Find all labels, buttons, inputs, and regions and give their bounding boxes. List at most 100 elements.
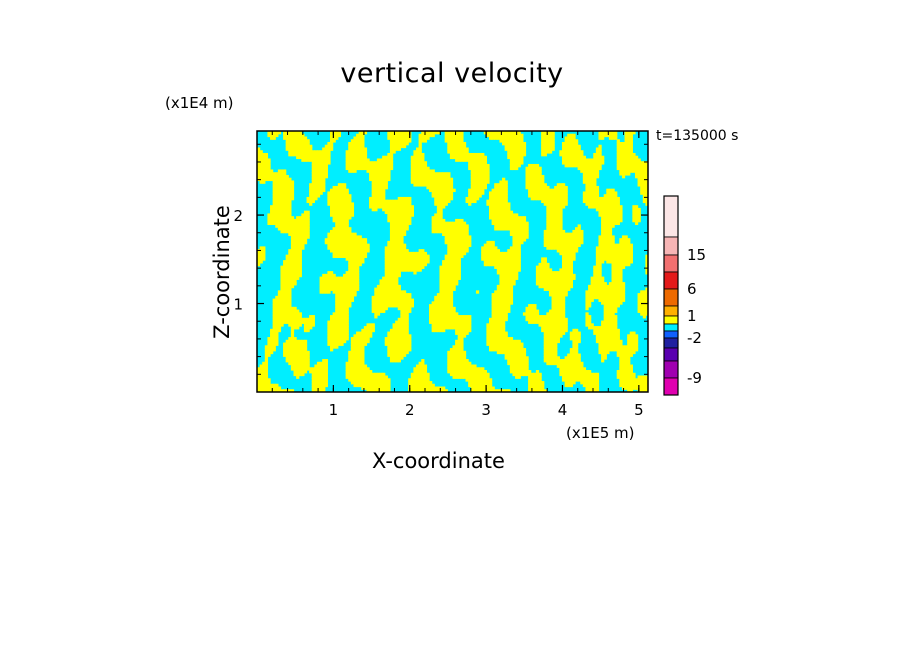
field-cell — [580, 169, 584, 173]
field-cell — [303, 136, 308, 140]
field-cell — [423, 169, 428, 173]
field-cell — [517, 257, 521, 261]
field-cell — [567, 246, 571, 250]
field-cell — [280, 210, 284, 215]
field-cell — [311, 169, 315, 173]
field-cell — [619, 150, 623, 154]
field-cell — [499, 309, 503, 313]
field-cell — [564, 152, 568, 157]
field-cell — [392, 207, 396, 212]
field-cell — [306, 196, 310, 201]
field-cell — [637, 216, 641, 220]
field-cell — [345, 295, 349, 300]
field-cell — [374, 196, 378, 201]
field-cell — [556, 227, 560, 231]
field-cell — [397, 298, 401, 302]
field-cell — [512, 238, 516, 242]
field-cell — [551, 312, 555, 316]
field-cell — [606, 257, 610, 261]
field-cell — [593, 202, 597, 206]
field-cell — [548, 210, 553, 215]
field-cell — [627, 147, 631, 151]
field-cell — [421, 136, 425, 140]
field-cell — [277, 309, 282, 313]
field-cell — [535, 183, 540, 187]
field-cell — [512, 251, 516, 256]
field-cell — [473, 166, 477, 171]
field-cell — [290, 131, 295, 135]
field-cell — [598, 262, 602, 267]
field-cell — [337, 185, 342, 190]
field-cell — [410, 163, 414, 168]
field-cell — [384, 293, 388, 297]
field-cell — [397, 284, 401, 289]
field-cell — [580, 232, 584, 236]
field-cell — [337, 210, 342, 215]
field-cell — [410, 180, 414, 184]
field-cell — [541, 276, 545, 280]
field-cell — [285, 185, 289, 190]
field-cell — [293, 271, 297, 275]
field-cell — [340, 287, 344, 291]
field-cell — [350, 155, 355, 160]
field-cell — [595, 284, 600, 289]
field-cell — [343, 290, 347, 294]
field-cell — [345, 315, 349, 319]
field-cell — [606, 229, 610, 234]
field-cell — [616, 262, 620, 267]
field-cell — [637, 309, 641, 313]
field-cell — [303, 238, 308, 242]
field-cell — [413, 268, 417, 272]
field-cell — [548, 188, 553, 193]
field-cell — [585, 323, 589, 327]
field-cell — [288, 290, 292, 294]
field-cell — [462, 243, 467, 247]
field-cell — [481, 246, 485, 250]
field-cell — [343, 205, 347, 209]
field-cell — [314, 155, 318, 160]
field-cell — [512, 166, 516, 171]
field-cell — [595, 254, 600, 258]
field-cell — [283, 172, 287, 176]
field-cell — [611, 251, 615, 256]
field-cell — [395, 205, 399, 209]
field-cell — [405, 326, 409, 330]
field-cell — [442, 320, 446, 324]
field-cell — [595, 147, 600, 151]
field-cell — [442, 273, 446, 278]
field-cell — [645, 161, 648, 165]
field-cell — [262, 163, 266, 168]
field-cell — [634, 158, 639, 162]
field-cell — [606, 221, 610, 226]
field-cell — [350, 213, 355, 217]
field-cell — [606, 301, 610, 305]
field-cell — [340, 249, 344, 253]
field-cell — [363, 147, 368, 151]
field-cell — [288, 131, 292, 135]
field-cell — [353, 290, 357, 294]
field-cell — [556, 304, 560, 308]
field-cell — [374, 309, 378, 313]
field-cell — [447, 293, 451, 297]
field-cell — [298, 271, 302, 275]
field-cell — [324, 273, 328, 278]
field-cell — [275, 306, 279, 311]
field-cell — [543, 287, 547, 291]
field-cell — [541, 317, 545, 322]
field-cell — [327, 196, 331, 201]
field-cell — [601, 155, 605, 160]
field-cell — [452, 188, 456, 193]
field-cell — [528, 304, 532, 308]
field-cell — [621, 260, 626, 264]
field-cell — [520, 144, 524, 149]
field-cell — [337, 205, 342, 209]
field-cell — [512, 276, 516, 280]
field-cell — [288, 210, 292, 215]
field-cell — [384, 158, 388, 162]
field-cell — [572, 229, 576, 234]
field-cell — [322, 155, 326, 160]
field-cell — [311, 183, 315, 187]
field-cell — [387, 199, 391, 204]
field-cell — [502, 323, 506, 327]
field-cell — [410, 169, 414, 173]
